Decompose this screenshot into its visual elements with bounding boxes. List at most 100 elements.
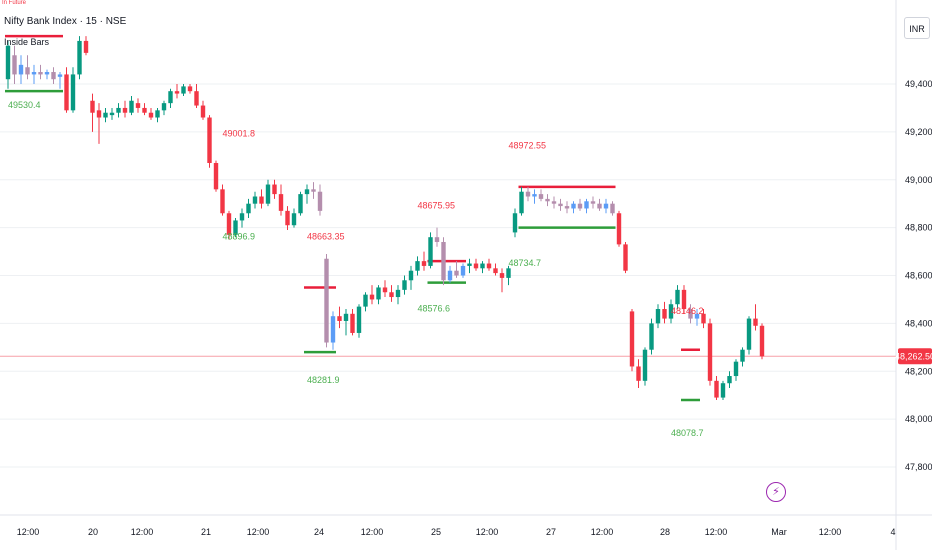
x-tick-label: 28 [660, 527, 670, 537]
candle-body [148, 112, 154, 118]
candle-body [70, 74, 76, 111]
candle-body [519, 191, 524, 214]
y-tick-label: 49,200.00 [905, 127, 932, 137]
candle-body [720, 383, 726, 398]
candle-body [551, 201, 557, 204]
candle-body [77, 40, 82, 75]
candle-body [616, 213, 622, 245]
y-tick-label: 49,400.00 [905, 79, 932, 89]
candle-body [44, 72, 50, 75]
x-tick-label: 12:00 [705, 527, 728, 537]
candle-body [402, 280, 407, 290]
y-tick-label: 48,200.00 [905, 366, 932, 376]
candle-body [428, 237, 433, 266]
candle-body [259, 196, 264, 204]
candle-body [694, 313, 700, 319]
x-tick-label: 12:00 [247, 527, 270, 537]
future-label: In Future [2, 0, 27, 6]
candle-body [473, 263, 479, 269]
level-annotation: 48281.9 [307, 375, 340, 385]
candle-body [122, 107, 128, 113]
candle-body [506, 268, 511, 278]
x-tick-label: Mar [771, 527, 787, 537]
candle-body [753, 318, 758, 326]
level-annotation: 48675.95 [418, 200, 456, 210]
candle-body [168, 91, 173, 104]
x-tick-label: 27 [546, 527, 556, 537]
candle-body [83, 40, 89, 53]
candle-body [701, 313, 706, 324]
x-tick-label: 12:00 [476, 527, 499, 537]
candle-body [382, 287, 388, 293]
candle-body [493, 268, 498, 274]
candle-body [610, 203, 615, 214]
candle-body [577, 203, 583, 209]
x-tick-label: 21 [201, 527, 211, 537]
indicator-label[interactable]: Inside Bars [4, 37, 50, 47]
level-annotation: 49001.8 [223, 129, 256, 139]
candle-body [265, 184, 271, 204]
candle-body [486, 263, 492, 269]
candle-body [96, 110, 102, 118]
candle-body [57, 74, 63, 77]
candle-body [441, 241, 446, 281]
candle-body [200, 105, 206, 118]
chart-title[interactable]: Nifty Bank Index · 15 · NSE [4, 16, 127, 27]
candle-body [649, 323, 654, 350]
lightning-icon[interactable]: ⚡ [766, 482, 786, 502]
candle-body [538, 194, 544, 199]
candle-body [356, 306, 362, 333]
y-tick-label: 48,800.00 [905, 223, 932, 233]
candle-body [285, 210, 290, 226]
level-annotation: 49530.4 [8, 100, 41, 110]
candle-body [545, 198, 550, 202]
candle-body [636, 366, 641, 381]
candle-body [363, 294, 368, 307]
candle-body [532, 194, 537, 197]
candle-body [714, 380, 719, 398]
candle-body [655, 309, 661, 324]
candle-body [629, 311, 635, 367]
candle-body [499, 273, 505, 278]
y-tick-label: 48,000.00 [905, 414, 932, 424]
candle-body [597, 203, 602, 209]
x-tick-label: 24 [314, 527, 324, 537]
candle-body [668, 304, 674, 319]
x-tick-label: 12:00 [131, 527, 154, 537]
candle-body [675, 289, 680, 305]
candle-body [584, 201, 589, 209]
candle-body [688, 309, 693, 319]
candle-body [467, 263, 472, 266]
candle-body [311, 189, 316, 192]
currency-button[interactable]: INR [904, 17, 930, 39]
candle-body [317, 191, 323, 211]
candle-body [161, 103, 167, 111]
level-annotation: 48896.9 [223, 232, 256, 242]
candle-body [740, 349, 745, 362]
candle-body [681, 289, 687, 310]
candle-body [623, 244, 628, 271]
candle-body [246, 203, 251, 214]
candle-body [512, 213, 518, 233]
candle-body [207, 117, 212, 163]
candle-body [220, 189, 225, 214]
level-annotation: 48078.7 [671, 428, 704, 438]
candle-body [233, 220, 238, 235]
level-annotation: 48734.7 [509, 258, 542, 268]
candle-body [389, 292, 394, 298]
candle-body [324, 258, 329, 343]
x-tick-label: 12:00 [17, 527, 40, 537]
candle-body [51, 72, 56, 80]
candle-body [447, 270, 453, 281]
y-tick-label: 49,000.00 [905, 175, 932, 185]
current-price-label: 48,262.50 [895, 351, 932, 361]
candle-body [343, 313, 349, 321]
candle-body [525, 191, 531, 197]
x-tick-label: 12:00 [591, 527, 614, 537]
candle-body [239, 213, 245, 221]
candle-body [135, 103, 141, 108]
candle-body [116, 107, 121, 113]
candle-body [272, 184, 277, 195]
y-tick-label: 47,800.00 [905, 462, 932, 472]
